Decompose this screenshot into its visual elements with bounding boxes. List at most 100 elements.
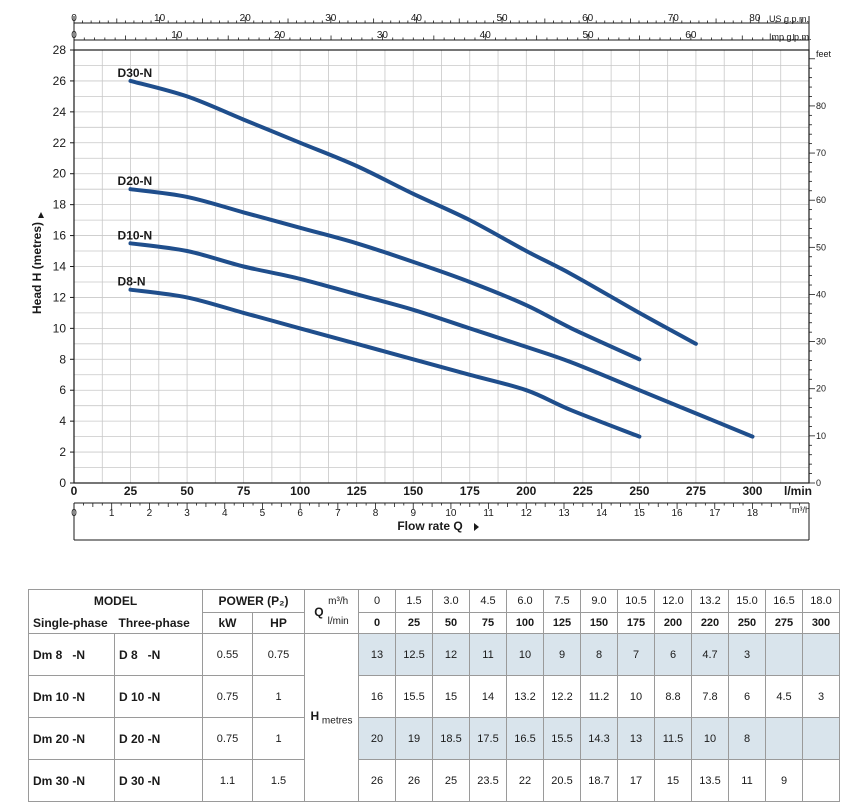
x-tick-label: 225	[573, 484, 593, 498]
us-gpm-tick-label: 40	[411, 13, 423, 24]
head-value-cell: 23.5	[469, 759, 507, 802]
imp-gpm-tick-label: 0	[71, 30, 77, 41]
x-tick-label: 250	[629, 484, 649, 498]
head-value-cell: 19	[395, 717, 433, 760]
x-axis-arrow-icon	[474, 523, 479, 531]
imp-gpm-tick-label: 40	[480, 30, 492, 41]
head-value-cell: 9	[543, 633, 581, 676]
m3h-cell: 13.2	[691, 589, 729, 613]
m3h-unit-label: m³/h	[328, 595, 349, 607]
y-tick-label: 2	[59, 445, 66, 459]
head-value-cell: 11	[469, 633, 507, 676]
feet-tick-label: 70	[816, 148, 826, 158]
head-value-cell: 26	[358, 759, 396, 802]
us-gpm-tick-label: 60	[582, 13, 594, 24]
us-gpm-tick-label: 70	[668, 13, 680, 24]
us-gpm-tick-label: 30	[325, 13, 337, 24]
m3h-tick-label: 4	[222, 508, 228, 519]
m3h-cell: 7.5	[543, 589, 581, 613]
head-value-cell	[765, 717, 803, 760]
lmin-cell: 150	[580, 612, 618, 634]
head-value-cell: 10	[691, 717, 729, 760]
power-kw: 1.1	[202, 759, 253, 802]
head-value-cell: 4.5	[765, 675, 803, 718]
y-tick-label: 26	[53, 74, 67, 88]
m3h-cell: 1.5	[395, 589, 433, 613]
us-gpm-tick-label: 80	[749, 13, 761, 24]
head-value-cell: 7.8	[691, 675, 729, 718]
series-label: D10-N	[118, 228, 153, 242]
imp-gpm-tick-label: 50	[582, 30, 594, 41]
head-value-cell: 26	[395, 759, 433, 802]
h-label: H	[310, 708, 320, 723]
lmin-cell: 75	[469, 612, 507, 634]
lmin-cell: 125	[543, 612, 581, 634]
three-phase-header: Three-phase	[114, 612, 203, 634]
y-tick-label: 24	[53, 105, 67, 119]
feet-tick-label: 10	[816, 431, 826, 441]
performance-table: MODEL POWER (P₂) Q m³/h l/min 0 1.5 3.0 …	[28, 589, 840, 802]
y-tick-label: 28	[53, 43, 67, 57]
feet-tick-label: 40	[816, 289, 826, 299]
table-header-row-2: Single-phase Three-phase kW HP 0 25 50 7…	[28, 612, 840, 634]
us-gpm-unit-label: US g.p.m.	[769, 14, 809, 24]
head-value-cell: 8	[728, 717, 766, 760]
x-tick-label: 125	[347, 484, 367, 498]
table-row: Dm 20 -N D 20 -N 0.75 1 20 19 18.5 17.5 16.5 15.5…	[28, 717, 840, 760]
power-hp: 1.5	[252, 759, 305, 802]
hp-header: HP	[252, 612, 305, 634]
head-value-cell: 9	[765, 759, 803, 802]
m3h-cell: 12.0	[654, 589, 692, 613]
head-value-cell: 12	[432, 633, 470, 676]
x-axis-title: Flow rate Q	[397, 519, 462, 533]
y-tick-label: 4	[59, 414, 66, 428]
m3h-tick-label: 1	[109, 508, 115, 519]
y-tick-label: 18	[53, 198, 67, 212]
single-phase-model: Dm 8 -N	[28, 633, 115, 676]
m3h-cell: 4.5	[469, 589, 507, 613]
h-metres-label: H metres	[304, 633, 359, 802]
y-tick-label: 6	[59, 383, 66, 397]
chart-axes	[70, 16, 815, 541]
feet-unit-label: feet	[816, 49, 832, 59]
head-value-cell: 3	[802, 675, 840, 718]
us-gpm-tick-label: 20	[240, 13, 252, 24]
head-value-cell: 13.5	[691, 759, 729, 802]
head-value-cell: 11	[728, 759, 766, 802]
imp-gpm-unit-label: Imp g.p.m.	[769, 32, 812, 42]
head-value-cell: 11.5	[654, 717, 692, 760]
three-phase-model: D 20 -N	[114, 717, 203, 760]
head-value-cell: 10	[617, 675, 655, 718]
chart-grid	[74, 50, 809, 483]
head-value-cell: 6	[654, 633, 692, 676]
head-value-cell: 16	[358, 675, 396, 718]
m3h-tick-label: 7	[335, 508, 341, 519]
y-tick-label: 0	[59, 476, 66, 490]
head-value-cell: 13	[358, 633, 396, 676]
x-tick-label: 0	[71, 484, 78, 498]
head-value-cell: 8	[580, 633, 618, 676]
m3h-tick-label: 13	[558, 508, 570, 519]
q-label: Q	[314, 604, 324, 619]
lmin-cell: 100	[506, 612, 544, 634]
m3h-tick-label: 11	[483, 508, 494, 519]
head-value-cell	[765, 633, 803, 676]
table-row: Dm 30 -N D 30 -N 1.1 1.5 26 26 25 23.5 22 20.5 18.…	[28, 759, 840, 802]
x-tick-label: 300	[742, 484, 762, 498]
m3h-cell: 15.0	[728, 589, 766, 613]
x-tick-label: 75	[237, 484, 251, 498]
power-header: POWER (P₂)	[202, 589, 305, 613]
lmin-cell: 0	[358, 612, 396, 634]
single-phase-model: Dm 30 -N	[28, 759, 115, 802]
imp-gpm-tick-label: 60	[685, 30, 697, 41]
head-value-cell	[802, 633, 840, 676]
q-header-cell: Q m³/h l/min	[304, 589, 359, 634]
head-value-cell: 11.2	[580, 675, 618, 718]
power-hp: 1	[252, 675, 305, 718]
model-header: MODEL	[28, 589, 203, 613]
head-value-cell: 13.2	[506, 675, 544, 718]
us-gpm-tick-label: 0	[71, 13, 77, 24]
y-tick-label: 14	[53, 260, 67, 274]
